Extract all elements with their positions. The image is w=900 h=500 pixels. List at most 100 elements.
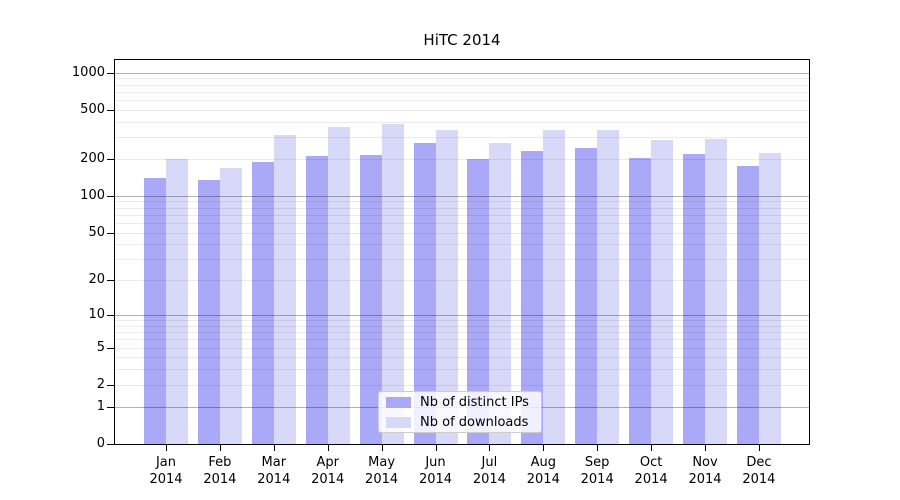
legend-swatch-downloads-icon xyxy=(386,416,411,428)
minor-gridline xyxy=(115,259,809,261)
minor-gridline xyxy=(115,320,809,322)
y-tick-label: 100 xyxy=(80,187,105,203)
x-tick-label-may: May 2014 xyxy=(350,454,414,488)
x-tick-year: 2014 xyxy=(742,472,776,487)
y-tick-label: 50 xyxy=(88,224,105,240)
minor-gridline xyxy=(115,369,809,371)
bar-distinct-ips-mar xyxy=(251,161,274,444)
minor-gridline xyxy=(115,232,809,234)
bar-distinct-ips-dec xyxy=(736,166,759,444)
x-tick-label-jul: Jul 2014 xyxy=(457,454,521,488)
bar-distinct-ips-apr xyxy=(305,156,328,444)
bar-distinct-ips-jan xyxy=(144,177,166,444)
y-tick-mark xyxy=(107,195,114,197)
y-tick-mark xyxy=(107,315,114,317)
x-tick-mark xyxy=(381,445,383,451)
x-tick-year: 2014 xyxy=(311,472,345,487)
x-tick-mark xyxy=(219,445,221,451)
x-tick-mark xyxy=(166,445,167,451)
x-tick-mark xyxy=(489,445,491,451)
x-tick-label-oct: Oct 2014 xyxy=(619,454,683,488)
bar-downloads-dec xyxy=(758,152,781,444)
y-tick-label: 2 xyxy=(96,376,105,392)
bar-downloads-nov xyxy=(705,138,727,444)
minor-gridline xyxy=(115,78,809,80)
minor-gridline xyxy=(115,109,809,111)
x-tick-year: 2014 xyxy=(257,472,291,487)
minor-gridline xyxy=(115,214,809,216)
x-tick-month: Nov xyxy=(692,455,718,470)
x-tick-label-feb: Feb 2014 xyxy=(188,454,252,488)
x-tick-mark xyxy=(543,445,545,451)
bar-distinct-ips-jul xyxy=(467,158,490,444)
x-tick-mark xyxy=(327,445,329,451)
bar-downloads-jun xyxy=(435,129,458,444)
x-tick-label-jan: Jan 2014 xyxy=(134,454,198,488)
plot-area xyxy=(114,59,810,445)
x-tick-year: 2014 xyxy=(688,472,722,487)
y-tick-label: 5 xyxy=(96,339,105,355)
y-tick-mark xyxy=(107,444,114,445)
x-tick-year: 2014 xyxy=(634,472,668,487)
y-tick-mark xyxy=(107,406,114,408)
bar-downloads-jul xyxy=(489,142,512,444)
y-tick-label: 10 xyxy=(88,307,105,323)
x-tick-mark xyxy=(273,445,275,451)
major-gridline xyxy=(115,315,809,317)
y-tick-label: 20 xyxy=(88,272,105,288)
bar-distinct-ips-aug xyxy=(521,151,544,444)
x-tick-month: Sep xyxy=(584,455,610,470)
minor-gridline xyxy=(115,384,809,386)
chart-title: HiTC 2014 xyxy=(423,31,501,49)
minor-gridline xyxy=(115,325,809,327)
x-tick-month: Apr xyxy=(316,455,339,470)
legend-label-distinct-ips: Nb of distinct IPs xyxy=(420,394,529,410)
minor-gridline xyxy=(115,91,809,93)
x-tick-month: Dec xyxy=(746,455,772,470)
major-gridline xyxy=(115,72,809,74)
bar-downloads-jan xyxy=(166,158,188,444)
minor-gridline xyxy=(115,347,809,349)
x-tick-mark xyxy=(435,445,437,451)
x-tick-mark xyxy=(758,445,760,451)
minor-gridline xyxy=(115,201,809,203)
bar-downloads-apr xyxy=(327,127,350,444)
x-tick-mark xyxy=(651,445,653,451)
y-tick-label: 200 xyxy=(80,150,105,166)
x-tick-year: 2014 xyxy=(418,472,453,487)
minor-gridline xyxy=(115,332,809,334)
x-tick-month: Jun xyxy=(425,455,446,470)
minor-gridline xyxy=(115,339,809,341)
bar-downloads-sep xyxy=(597,129,620,444)
minor-gridline xyxy=(115,207,809,209)
y-tick-mark xyxy=(107,280,114,282)
y-tick-mark xyxy=(107,109,114,111)
y-tick-mark xyxy=(107,232,114,234)
y-tick-mark xyxy=(107,72,114,74)
x-tick-year: 2014 xyxy=(472,472,506,487)
bar-distinct-ips-oct xyxy=(629,157,652,444)
x-tick-month: Jul xyxy=(481,455,498,470)
x-tick-mark xyxy=(597,445,599,451)
x-tick-year: 2014 xyxy=(203,472,237,487)
x-tick-year: 2014 xyxy=(149,472,183,487)
y-tick-label: 1000 xyxy=(71,64,105,80)
legend-row-downloads: Nb of downloads xyxy=(379,412,541,432)
x-tick-month: Mar xyxy=(261,455,287,470)
y-tick-label: 0 xyxy=(96,436,105,451)
x-tick-year: 2014 xyxy=(526,472,560,487)
x-tick-month: Jan xyxy=(155,455,177,470)
bar-distinct-ips-sep xyxy=(575,148,598,444)
major-gridline xyxy=(115,195,809,197)
minor-gridline xyxy=(115,158,809,160)
bar-downloads-feb xyxy=(219,167,242,444)
y-tick-label: 1 xyxy=(96,398,105,414)
legend: Nb of distinct IPs Nb of downloads xyxy=(378,391,542,433)
bar-downloads-mar xyxy=(273,135,296,444)
minor-gridline xyxy=(115,222,809,224)
bar-distinct-ips-jun xyxy=(413,142,436,444)
y-tick-mark xyxy=(107,347,114,349)
x-tick-month: Aug xyxy=(530,455,556,470)
legend-row-distinct-ips: Nb of distinct IPs xyxy=(379,392,541,412)
